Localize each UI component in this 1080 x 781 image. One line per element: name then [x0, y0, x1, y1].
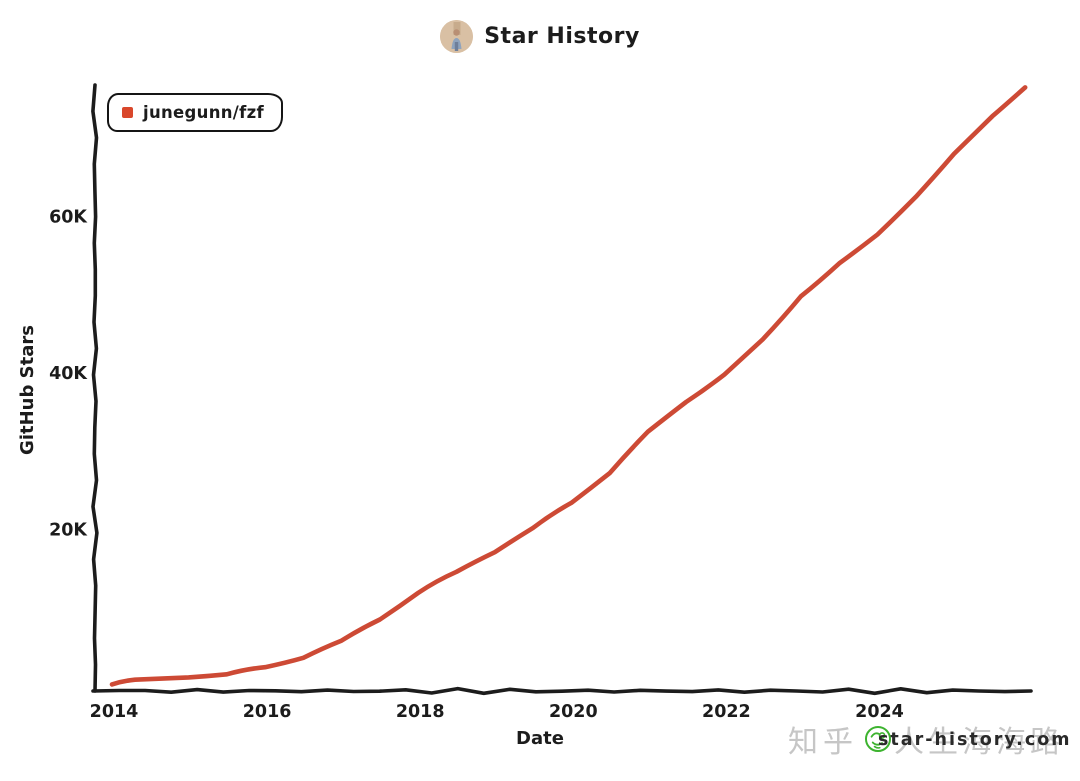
legend-series-label: junegunn/fzf	[143, 103, 264, 122]
x-tick-label: 2024	[855, 702, 904, 722]
x-tick-label: 2022	[702, 702, 751, 722]
y-tick-label: 40K	[49, 364, 88, 384]
zhihu-watermark-text: 知乎	[788, 725, 858, 760]
site-watermark-text: star-history.com	[878, 730, 1072, 751]
x-axis-title: Date	[516, 728, 564, 749]
y-tick-label: 20K	[49, 521, 88, 541]
x-tick-label: 2018	[396, 702, 445, 722]
x-axis-line	[91, 686, 1033, 696]
page-title: Star History	[484, 24, 640, 49]
watermark-avatar-icon	[864, 725, 892, 753]
repo-owner-avatar-icon	[440, 20, 474, 53]
series-line-junegunn-fzf	[109, 85, 1028, 687]
x-tick-label: 2016	[243, 702, 292, 722]
watermark-overlap-group: 人生海海路 star-history.com	[878, 717, 1069, 761]
y-axis-line	[91, 83, 99, 693]
y-tick-label: 60K	[49, 208, 88, 228]
legend-series-marker	[122, 107, 133, 118]
watermark: 知乎 人生海海路 star-history.com	[788, 714, 1069, 764]
x-tick-label: 2014	[90, 702, 139, 722]
legend: junegunn/fzf	[107, 93, 283, 132]
y-axis-title: GitHub Stars	[17, 325, 38, 455]
chart-title-bar: Star History	[0, 20, 1080, 53]
zhihu-watermark-username: 人生海海路	[894, 725, 1064, 760]
x-tick-label: 2020	[549, 702, 598, 722]
